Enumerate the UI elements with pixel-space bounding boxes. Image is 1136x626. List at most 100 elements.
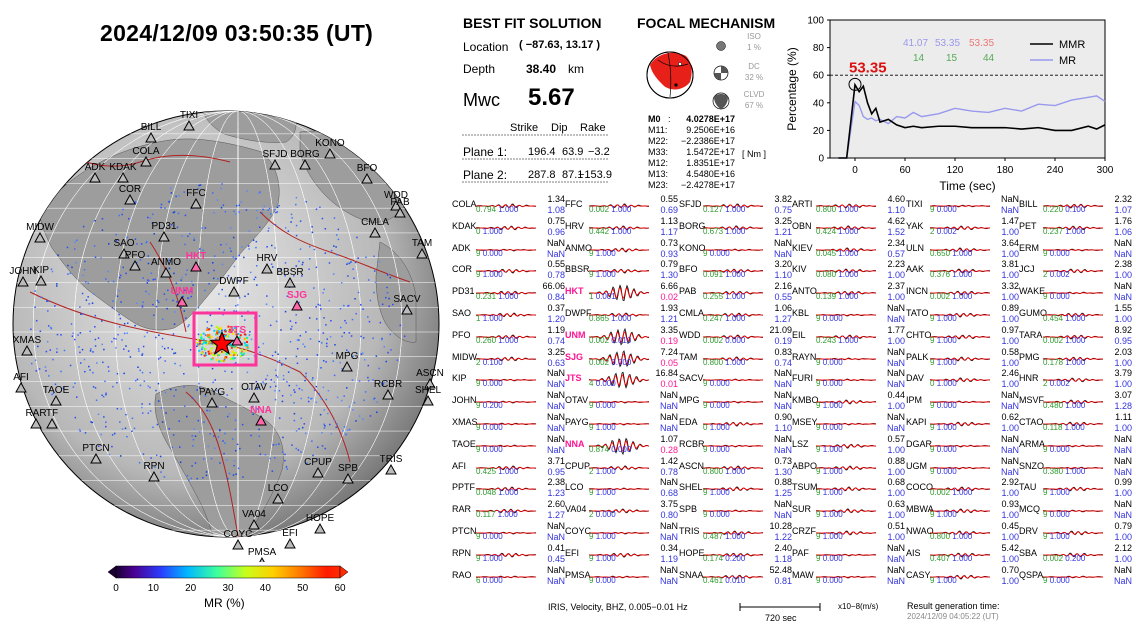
- fit-value-b: 1.000: [952, 532, 973, 541]
- mr-grid-point: [396, 359, 399, 361]
- mr-grid-point: [234, 419, 237, 422]
- amplitude-value: 0.70: [1001, 564, 1019, 575]
- station-triangle: [390, 199, 402, 211]
- amplitude-value: NaN: [546, 237, 565, 248]
- mr-grid-point: [104, 380, 106, 383]
- fit-value-b: 0.002: [1049, 379, 1070, 389]
- fit-value-a: 9: [589, 248, 594, 258]
- mr-grid-point: [161, 345, 164, 348]
- mr-grid-point: [321, 217, 324, 220]
- mr-grid-point: [374, 281, 377, 284]
- mr-grid-point: [363, 359, 366, 361]
- mr-grid-point: [137, 348, 140, 350]
- iso-beachball: [716, 41, 726, 51]
- waveform-trace: [703, 509, 764, 513]
- station-label: ASCN: [416, 368, 444, 379]
- mr-grid-point: [295, 447, 297, 450]
- waveform-cell: VA04 2 0.000 3.75 0.80: [565, 499, 678, 521]
- mr-grid-point: [202, 476, 204, 479]
- mr-grid-point: [111, 306, 114, 309]
- mr-grid-point: [71, 266, 73, 269]
- mr-grid-point: [362, 352, 364, 354]
- synthetic-trace: [816, 379, 877, 382]
- fit-value-a: 9: [589, 575, 594, 585]
- synthetic-trace: [589, 352, 650, 366]
- fit-value-a: 0.048: [476, 488, 497, 498]
- fit-values: 0.002 0.000: [589, 358, 631, 367]
- waveform-trace: [1043, 487, 1104, 492]
- synthetic-trace: [816, 553, 877, 556]
- ratio-value: NaN: [659, 423, 678, 433]
- synthetic-trace: [1043, 553, 1104, 557]
- x-tick-label: 240: [1047, 165, 1064, 176]
- mr-grid-point: [295, 321, 297, 324]
- mr-grid-point: [330, 320, 332, 322]
- fit-value-a: 0.243: [816, 335, 837, 345]
- fit-value-a: 9: [476, 423, 481, 432]
- mr-grid-point: [298, 387, 301, 390]
- mr-grid-point: [372, 398, 375, 401]
- mr-grid-point: [173, 323, 176, 325]
- mr-hot-point: [225, 353, 228, 356]
- mr-hot-point: [207, 342, 210, 345]
- synthetic-trace: [703, 553, 764, 557]
- synthetic-trace: [476, 465, 537, 470]
- mr-grid-point: [163, 372, 165, 374]
- waveform-trace: [930, 400, 991, 404]
- mr-grid-point: [38, 368, 41, 370]
- synthetic-trace: [930, 205, 991, 207]
- fit-value-b: 1.000: [498, 292, 519, 302]
- waveform-trace: [703, 444, 764, 448]
- station-label: BILL: [141, 122, 162, 133]
- mr-grid-point: [208, 282, 210, 285]
- waveform-cell: MPG 9 0.000 NaN NaN: [679, 390, 792, 412]
- mr-grid-point: [263, 383, 265, 385]
- ratio-value: 1.00: [1001, 314, 1019, 324]
- location-label: Location: [463, 40, 509, 54]
- fit-value-b: 1.000: [725, 226, 746, 236]
- moment-label: M23:: [648, 180, 669, 190]
- station-triangle: [118, 247, 130, 259]
- mr-grid-point: [247, 310, 249, 313]
- waveform-trace: [476, 269, 537, 274]
- waveform-cell: JOHN 9 0.200 NaN NaN: [452, 390, 565, 412]
- mr-grid-point: [270, 379, 273, 381]
- y-tick-label: 60: [813, 71, 825, 82]
- fit-value-b: 0.000: [822, 423, 843, 432]
- mr-grid-point: [152, 426, 154, 429]
- strike-header: Strike: [510, 122, 539, 134]
- mr-hot-point: [213, 354, 216, 357]
- amplitude-value: 1.76: [1114, 215, 1132, 226]
- mr-grid-point: [347, 429, 349, 432]
- mr-hot-point: [222, 359, 225, 362]
- fit-value-b: 0.000: [822, 357, 843, 367]
- stat-top-2: 53.35: [935, 38, 961, 49]
- mr-hot-point: [230, 331, 233, 334]
- ratio-value: 1.19: [660, 553, 678, 564]
- x-tick-label: 300: [1097, 165, 1114, 176]
- mr-grid-point: [307, 400, 310, 403]
- station-triangle: [34, 231, 46, 243]
- mr-grid-point: [350, 335, 353, 337]
- mr-grid-point: [185, 415, 188, 418]
- mr-grid-point: [155, 454, 158, 457]
- mr-grid-point: [385, 360, 388, 363]
- mr-grid-point: [54, 305, 56, 307]
- station-triangle: [248, 518, 260, 530]
- synthetic-trace: [703, 422, 764, 426]
- mr-grid-point: [235, 362, 237, 364]
- synthetic-trace: [816, 531, 877, 535]
- mr-grid-point: [98, 445, 100, 447]
- ratio-value: NaN: [1000, 205, 1019, 215]
- waveform-cell: ASCN 0.800 1.000 0.73 1.30: [679, 456, 792, 478]
- mr-grid-point: [181, 276, 183, 279]
- amplitude-value: NaN: [1113, 433, 1132, 444]
- mr-grid-point: [147, 262, 150, 265]
- depth-value: 38.40: [526, 62, 557, 76]
- mr-grid-point: [226, 459, 228, 461]
- mr-grid-point: [307, 396, 310, 399]
- mr-grid-point: [335, 246, 337, 248]
- mr-grid-point: [141, 354, 143, 356]
- mr-grid-point: [235, 310, 238, 313]
- amplitude-value: 1.77: [887, 324, 905, 335]
